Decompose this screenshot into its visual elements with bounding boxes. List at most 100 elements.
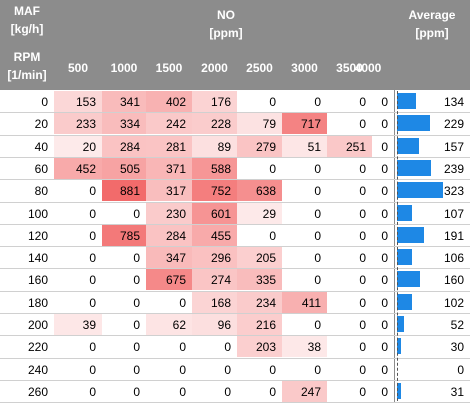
heat-cell <box>54 113 102 134</box>
heat-cell <box>372 113 394 134</box>
no-value-cell: 230 <box>165 207 186 221</box>
heat-cell <box>327 314 372 335</box>
average-value: 102 <box>443 296 464 310</box>
heat-cell <box>282 91 327 112</box>
heat-cell <box>237 91 282 112</box>
maf-column-header: 1000 <box>110 61 138 75</box>
no-value-cell: 0 <box>89 296 96 310</box>
heat-cell <box>372 180 394 201</box>
no-value-cell: 0 <box>89 184 96 198</box>
no-value-cell: 717 <box>300 117 321 131</box>
heat-cell <box>192 180 237 201</box>
heat-cell <box>54 381 102 402</box>
no-value-cell: 0 <box>381 318 388 332</box>
heat-cell <box>327 336 372 357</box>
heat-cell <box>192 247 237 268</box>
no-value-cell: 62 <box>172 318 186 332</box>
heat-cell <box>102 292 146 313</box>
rpm-value: 0 <box>41 95 48 109</box>
average-value: 52 <box>450 318 464 332</box>
average-bar <box>397 271 420 287</box>
no-value-cell: 0 <box>359 296 366 310</box>
average-value: 107 <box>443 207 464 221</box>
row-divider <box>0 224 470 225</box>
no-value-cell: 153 <box>75 95 96 109</box>
heat-cell <box>54 292 102 313</box>
heat-cell <box>372 225 394 246</box>
heat-cell <box>146 225 192 246</box>
heat-cell <box>192 158 237 179</box>
no-value-cell: 39 <box>82 318 96 332</box>
row-divider <box>0 380 470 381</box>
no-value-cell: 0 <box>359 340 366 354</box>
heat-cell <box>282 359 327 380</box>
heat-cell <box>102 203 146 224</box>
heat-cell <box>327 91 372 112</box>
no-value-cell: 588 <box>210 162 231 176</box>
heat-cell <box>102 247 146 268</box>
no-value-cell: 0 <box>89 229 96 243</box>
heat-cell <box>146 91 192 112</box>
heat-cell <box>54 269 102 290</box>
no-value-cell: 0 <box>89 273 96 287</box>
no-value-cell: 20 <box>82 140 96 154</box>
no-value-cell: 0 <box>89 207 96 221</box>
no-value-cell: 752 <box>210 184 231 198</box>
no-value-cell: 203 <box>255 340 276 354</box>
average-value: 31 <box>450 385 464 399</box>
average-column-divider <box>394 0 395 403</box>
no-value-cell: 168 <box>210 296 231 310</box>
maf-column-header: 2000 <box>201 61 228 75</box>
heat-cell <box>146 269 192 290</box>
average-value: 229 <box>443 117 464 131</box>
rpm-value: 160 <box>27 273 48 287</box>
average-bar <box>397 115 430 131</box>
heat-cell <box>102 314 146 335</box>
no-value-cell: 0 <box>359 273 366 287</box>
heat-cell <box>54 158 102 179</box>
heat-cell <box>237 113 282 134</box>
no-unit: [ppm] <box>209 26 243 40</box>
heat-cell <box>54 314 102 335</box>
average-value: 134 <box>443 95 464 109</box>
heat-cell <box>54 247 102 268</box>
heat-cell <box>372 203 394 224</box>
rpm-label: RPM <box>13 50 41 64</box>
heat-cell <box>237 269 282 290</box>
average-bar <box>397 160 431 176</box>
no-value-cell: 233 <box>75 117 96 131</box>
maf-column-header: 1500 <box>155 61 183 75</box>
no-value-cell: 281 <box>165 140 186 154</box>
no-value-cell: 0 <box>359 318 366 332</box>
average-value: 160 <box>443 273 464 287</box>
heat-cell <box>372 292 394 313</box>
no-value-cell: 0 <box>224 363 231 377</box>
heat-cell <box>192 359 237 380</box>
rpm-value: 20 <box>34 117 48 131</box>
no-value-cell: 0 <box>224 340 231 354</box>
heat-cell <box>327 381 372 402</box>
heat-cell <box>192 225 237 246</box>
row-divider <box>0 135 470 136</box>
heat-cell <box>327 180 372 201</box>
no-value-cell: 96 <box>217 318 231 332</box>
no-value-cell: 0 <box>381 140 388 154</box>
heat-cell <box>146 292 192 313</box>
heat-cell <box>192 269 237 290</box>
row-divider <box>0 246 470 247</box>
no-value-cell: 0 <box>133 273 140 287</box>
heat-cell <box>327 269 372 290</box>
rpm-value: 240 <box>27 363 48 377</box>
heat-cell <box>282 203 327 224</box>
heat-cell <box>372 314 394 335</box>
average-bar <box>397 249 412 265</box>
no-value-cell: 284 <box>165 229 186 243</box>
heat-cell <box>237 203 282 224</box>
heat-cell <box>146 314 192 335</box>
rpm-value: 200 <box>27 318 48 332</box>
heat-cell <box>327 225 372 246</box>
no-value-cell: 296 <box>210 251 231 265</box>
average-value: 157 <box>443 140 464 154</box>
heat-cell <box>237 136 282 157</box>
maf-column-header: 2500 <box>246 61 273 75</box>
